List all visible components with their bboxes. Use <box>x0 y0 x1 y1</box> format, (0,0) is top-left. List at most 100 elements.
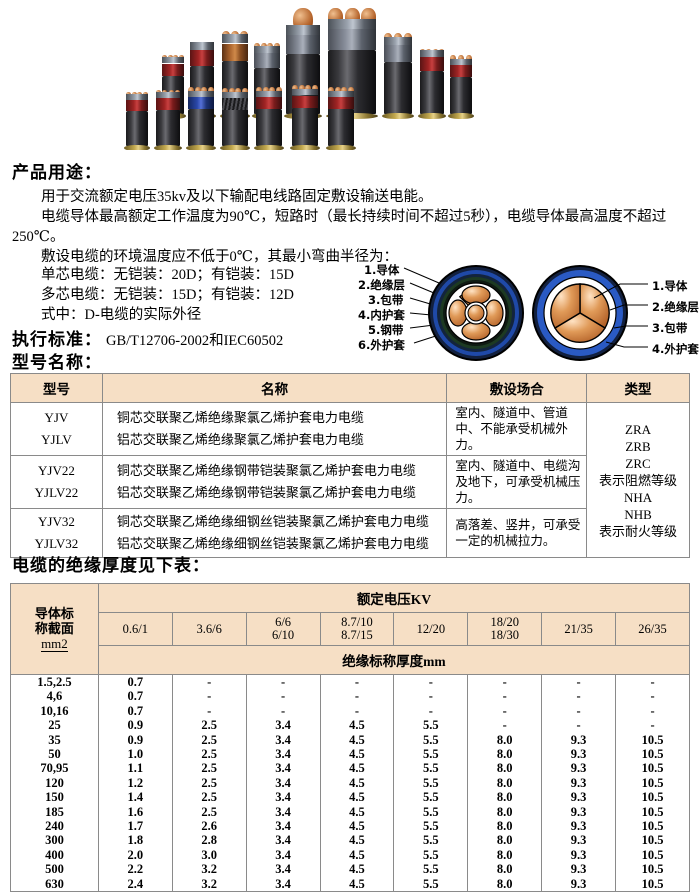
cable-sample <box>290 84 320 150</box>
usage-line-3: 敷设电缆的环境温度应不低于0℃，其最小弯曲半径为： <box>41 249 398 265</box>
cell-thickness: 9.3 <box>541 804 617 820</box>
standard-value: GB/T12706-2002和IEC60502 <box>106 333 284 349</box>
type-line: 表示阻燃等级 <box>599 472 678 488</box>
right-label-2: 2.绝缘层 <box>652 300 699 314</box>
col-header-model: 型号 <box>10 373 103 403</box>
cell-thickness: 8.0 <box>467 819 543 834</box>
cable-sample <box>418 44 446 119</box>
cell-thickness: 1.8 <box>97 833 173 848</box>
table-row: YJV YJLV 铜芯交联聚乙烯绝缘聚氯乙烯护套电力电缆 铝芯交联聚乙烯绝缘聚氯乙烯护… <box>10 402 690 558</box>
cell-model: YJV YJLV <box>10 402 103 456</box>
type-line: 表示耐火等级 <box>599 523 678 539</box>
cell-thickness: 3.4 <box>245 718 321 733</box>
cell-thickness: - <box>245 703 321 719</box>
cell-name: 铜芯交联聚乙烯绝缘聚氯乙烯护套电力电缆 铝芯交联聚乙烯绝缘聚氯乙烯护套电力电缆 <box>101 402 448 456</box>
type-line: ZRA <box>625 421 652 437</box>
bend-radius-block: 单芯电缆：无铠装：20D；有铠装：15D 多芯电缆：无铠装：15D；有铠装：12… <box>12 265 352 325</box>
cell-thickness: - <box>541 689 617 704</box>
model-fullname: 铜芯交联聚乙烯绝缘钢带铠装聚氯乙烯护套电力电缆 <box>116 463 416 478</box>
model-fullname: 铜芯交联聚乙烯绝缘细钢丝铠装聚氯乙烯护套电力电缆 <box>116 514 429 529</box>
voltage-label: 0.6/1 <box>122 621 148 636</box>
cell-thickness: 4.5 <box>319 761 395 776</box>
cell-thickness: 5.5 <box>393 804 469 820</box>
cell-thickness: 5.5 <box>393 718 469 733</box>
cell-place: 室内、隧道中、管道中、不能承受机械外力。 <box>446 402 588 456</box>
cell-thickness: 4.5 <box>319 819 395 834</box>
cell-thickness: - <box>393 689 469 704</box>
cell-thickness: 4.5 <box>319 804 395 820</box>
type-line: NHA <box>623 489 653 505</box>
voltage-label: 18/30 <box>490 628 519 642</box>
cell-section: 500 <box>10 862 99 877</box>
model-code: YJLV22 <box>34 485 79 500</box>
cell-thickness: 9.3 <box>541 847 617 863</box>
left-label-2: 2.绝缘层 <box>358 278 405 292</box>
cell-thickness: - <box>245 674 321 690</box>
cell-thickness: 5.5 <box>393 761 469 776</box>
table-row: 630 2.4 3.2 3.4 4.5 5.5 8.0 9.3 10.5 <box>10 876 690 892</box>
cell-thickness: 3.4 <box>245 819 321 834</box>
cell-thickness: 4.5 <box>319 775 395 791</box>
table-row: 185 1.6 2.5 3.4 4.5 5.5 8.0 9.3 10.5 <box>10 804 690 820</box>
cell-thickness: 0.9 <box>97 718 173 733</box>
table-row: 50 1.0 2.5 3.4 4.5 5.5 8.0 9.3 10.5 <box>10 747 690 762</box>
cell-thickness: 2.5 <box>171 732 247 748</box>
usage-section: 产品用途： 用于交流额定电压35kv及以下输配电线路固定敷设输送电能。 电缆导体… <box>12 158 688 267</box>
cell-model: YJV22 YJLV22 <box>10 455 103 509</box>
unit-header-row: 绝缘标称厚度mm <box>11 645 691 675</box>
insulation-table-wrap: 导体标 称截面 mm2 额定电压KV 0.6/1 3.6/6 6/6 6/10 8.7/… <box>10 583 691 892</box>
cell-thickness: 3.2 <box>171 862 247 877</box>
type-line: NHB <box>624 506 652 522</box>
model-table: 型号 名称 敷设场合 类型 YJV YJLV 铜芯交联聚乙烯绝缘聚氯乙烯护套电力电缆… <box>10 373 690 558</box>
cell-thickness: 4.5 <box>319 747 395 762</box>
cell-thickness: 3.4 <box>245 732 321 748</box>
nominal-thickness-header: 绝缘标称厚度mm <box>97 645 691 675</box>
voltage-label: 6/6 <box>275 615 292 629</box>
right-label-1: 1.导体 <box>652 279 688 293</box>
cell-thickness: 5.5 <box>393 876 469 892</box>
cell-thickness: 5.5 <box>393 775 469 791</box>
cable-sample <box>124 90 150 150</box>
cell-section: 120 <box>10 775 99 791</box>
right-cable-drawing <box>532 265 628 361</box>
voltage-label: 6/10 <box>271 628 295 642</box>
cable-bundle-image <box>120 0 590 150</box>
col-header-place: 敷设场合 <box>446 373 588 403</box>
cell-thickness: 1.6 <box>97 804 173 820</box>
cell-thickness: 4.5 <box>319 862 395 877</box>
cell-thickness: - <box>541 703 617 719</box>
voltage-col-header-2: 6/6 6/10 <box>245 612 321 646</box>
voltage-columns-row: 0.6/1 3.6/6 6/6 6/10 8.7/10 8.7/15 12/20 18/20 1… <box>11 612 690 646</box>
table-row: 4,6 0.7- - - - - - - <box>10 689 690 704</box>
cell-name: 铜芯交联聚乙烯绝缘细钢丝铠装聚氯乙烯护套电力电缆 铝芯交联聚乙烯绝缘细钢丝铠装聚氯… <box>101 508 448 558</box>
cell-thickness: - <box>171 674 247 690</box>
cell-thickness: - <box>467 718 543 733</box>
cell-thickness: 2.5 <box>171 775 247 791</box>
cell-thickness: 10.5 <box>615 876 690 892</box>
cell-thickness: 5.5 <box>393 790 469 805</box>
insulation-group-header-row: 导体标 称截面 mm2 额定电压KV <box>10 583 691 675</box>
cell-place: 室内、隧道中、电缆沟及地下，可承受机械压力。 <box>446 455 588 509</box>
cell-thickness: 10.5 <box>615 819 690 834</box>
cell-thickness: - <box>615 718 690 733</box>
cell-thickness: 10.5 <box>615 833 690 848</box>
voltage-col-header-6: 21/35 <box>541 612 617 646</box>
cell-thickness: 4.5 <box>319 732 395 748</box>
bend-radius-note: 式中：D-电缆的实际外径 <box>41 307 202 323</box>
cell-thickness: 2.8 <box>171 833 247 848</box>
cell-thickness: 8.0 <box>467 847 543 863</box>
cell-thickness: 10.5 <box>615 747 690 762</box>
table-row: 120 1.2 2.5 3.4 4.5 5.5 8.0 9.3 10.5 <box>10 775 690 791</box>
cell-thickness: 9.3 <box>541 790 617 805</box>
cell-thickness: 9.3 <box>541 732 617 748</box>
cell-thickness: - <box>393 674 469 690</box>
model-fullname: 铜芯交联聚乙烯绝缘聚氯乙烯护套电力电缆 <box>116 410 364 425</box>
cell-thickness: - <box>171 689 247 704</box>
table-row: 25 0.9 2.5 3.4 4.5 5.5- - - <box>10 718 690 733</box>
cell-thickness: 8.0 <box>467 790 543 805</box>
cell-section: 4,6 <box>10 689 99 704</box>
model-code: YJLV32 <box>34 536 79 551</box>
usage-line-2: 电缆导体最高额定工作温度为90℃，短路时（最长持续时间不超过5秒），电缆导体最高… <box>12 209 667 245</box>
cell-thickness: 10.5 <box>615 775 690 791</box>
table-row: 35 0.9 2.5 3.4 4.5 5.5 8.0 9.3 10.5 <box>10 732 690 748</box>
